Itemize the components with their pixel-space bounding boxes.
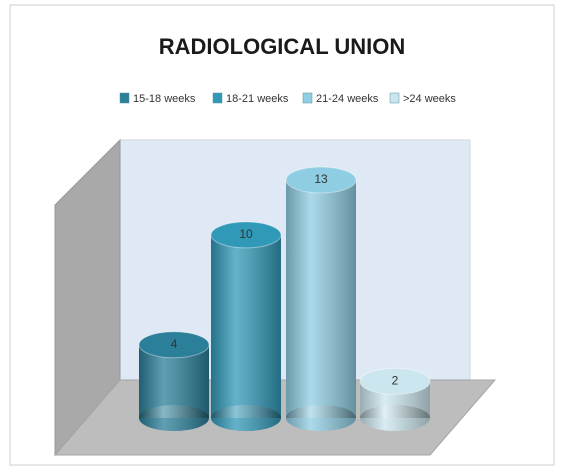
legend-swatch bbox=[389, 92, 400, 104]
value-label: 4 bbox=[171, 337, 178, 351]
cylinder bbox=[359, 367, 431, 431]
cylinder bbox=[138, 331, 210, 431]
legend-label: 15-18 weeks bbox=[133, 93, 196, 105]
legend-label: 21-24 weeks bbox=[316, 93, 379, 105]
legend-swatch bbox=[212, 92, 223, 104]
cylinder bbox=[285, 166, 357, 431]
legend-label: >24 weeks bbox=[403, 93, 456, 105]
legend: 15-18 weeks 18-21 weeks 21-24 weeks >24 wee… bbox=[119, 92, 456, 105]
value-label: 10 bbox=[239, 227, 253, 241]
legend-swatch bbox=[119, 92, 130, 104]
cylinder-top bbox=[359, 367, 431, 395]
cylinder-shade bbox=[211, 234, 281, 418]
cylinder-top bbox=[210, 221, 282, 249]
value-label: 2 bbox=[392, 374, 399, 388]
cylinder-top bbox=[285, 166, 357, 194]
value-label: 13 bbox=[314, 172, 328, 186]
chart-title: RADIOLOGICAL UNION bbox=[159, 34, 405, 59]
legend-label: 18-21 weeks bbox=[226, 93, 289, 105]
legend-swatch bbox=[302, 92, 313, 104]
cylinder bbox=[210, 221, 282, 431]
cylinder-shade bbox=[286, 180, 356, 418]
plot: 4 10 13 2 bbox=[138, 166, 431, 431]
cylinder-top bbox=[138, 331, 210, 359]
